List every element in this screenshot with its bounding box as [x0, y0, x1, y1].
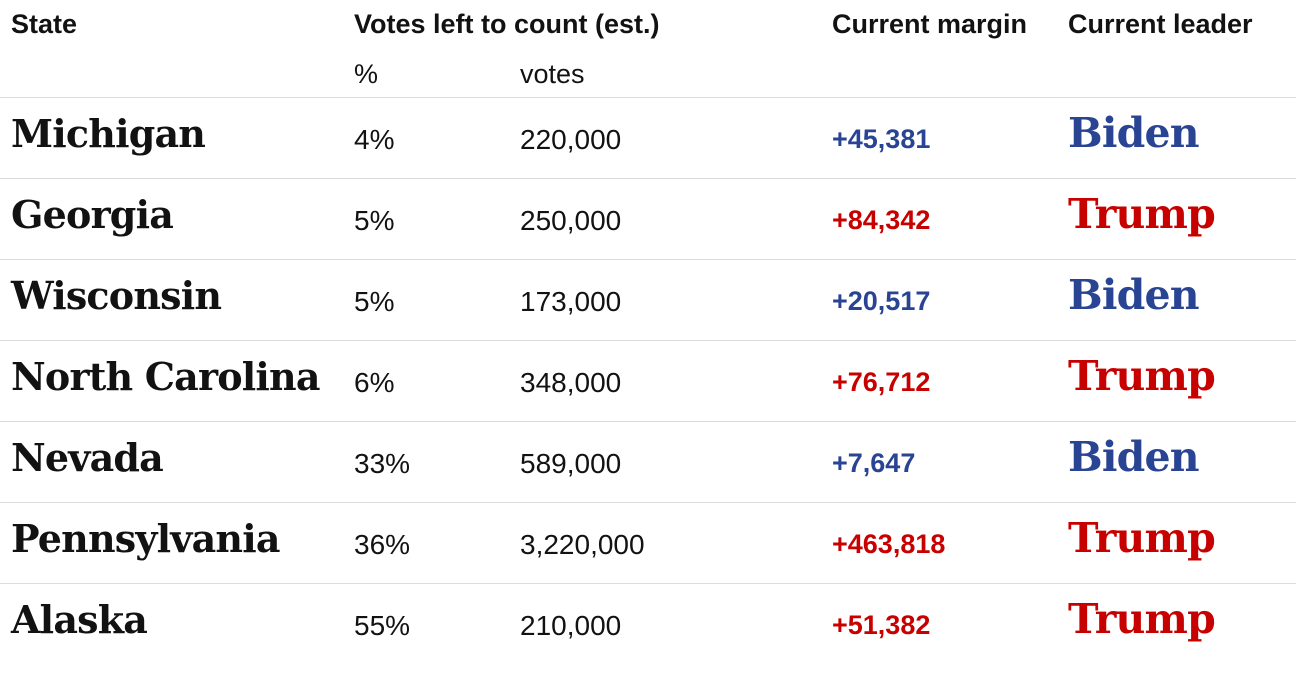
percent-left: 6%: [354, 367, 395, 398]
table-row: Alaska 55% 210,000 +51,382 Trump: [0, 583, 1296, 664]
percent-left: 55%: [354, 610, 411, 641]
votes-left: 173,000: [520, 286, 622, 317]
votes-left: 210,000: [520, 610, 622, 641]
current-leader: Biden: [1068, 109, 1200, 157]
state-name: Nevada: [11, 435, 164, 480]
table-row: Wisconsin 5% 173,000 +20,517 Biden: [0, 259, 1296, 340]
table-row: Georgia 5% 250,000 +84,342 Trump: [0, 178, 1296, 259]
votes-left: 589,000: [520, 448, 622, 479]
current-margin: +45,381: [832, 124, 931, 154]
state-name: North Carolina: [11, 354, 320, 399]
votes-left: 348,000: [520, 367, 622, 398]
table-row: Nevada 33% 589,000 +7,647 Biden: [0, 421, 1296, 502]
percent-left: 36%: [354, 529, 411, 560]
percent-subheader: %: [354, 59, 379, 89]
table-header: State Votes left to count (est.) Current…: [0, 0, 1296, 98]
current-leader: Trump: [1068, 352, 1216, 400]
margin-column-header: Current margin: [832, 9, 1028, 39]
state-name: Pennsylvania: [11, 516, 280, 561]
current-margin: +7,647: [832, 448, 916, 478]
current-leader: Trump: [1068, 595, 1216, 643]
votes-left: 3,220,000: [520, 529, 645, 560]
current-margin: +51,382: [832, 610, 931, 640]
current-margin: +84,342: [832, 205, 931, 235]
leader-column-header: Current leader: [1068, 9, 1253, 39]
table-row: Michigan 4% 220,000 +45,381 Biden: [0, 97, 1296, 178]
percent-left: 5%: [354, 205, 395, 236]
current-margin: +463,818: [832, 529, 946, 559]
state-name: Georgia: [11, 192, 174, 237]
state-name: Alaska: [11, 597, 148, 642]
current-leader: Trump: [1068, 190, 1216, 238]
votes-subheader: votes: [520, 59, 585, 89]
percent-left: 4%: [354, 124, 395, 155]
state-column-header: State: [11, 9, 78, 39]
table-body: Michigan 4% 220,000 +45,381 Biden Georgi…: [0, 97, 1296, 664]
current-margin: +20,517: [832, 286, 931, 316]
votes-left: 220,000: [520, 124, 622, 155]
votes-left-column-header: Votes left to count (est.): [354, 9, 660, 39]
state-name: Michigan: [11, 111, 206, 156]
current-leader: Biden: [1068, 271, 1200, 319]
current-margin: +76,712: [832, 367, 931, 397]
current-leader: Biden: [1068, 433, 1200, 481]
votes-left: 250,000: [520, 205, 622, 236]
percent-left: 5%: [354, 286, 395, 317]
table-row: Pennsylvania 36% 3,220,000 +463,818 Trum…: [0, 502, 1296, 583]
table-row: North Carolina 6% 348,000 +76,712 Trump: [0, 340, 1296, 421]
current-leader: Trump: [1068, 514, 1216, 562]
percent-left: 33%: [354, 448, 411, 479]
state-name: Wisconsin: [11, 273, 222, 318]
